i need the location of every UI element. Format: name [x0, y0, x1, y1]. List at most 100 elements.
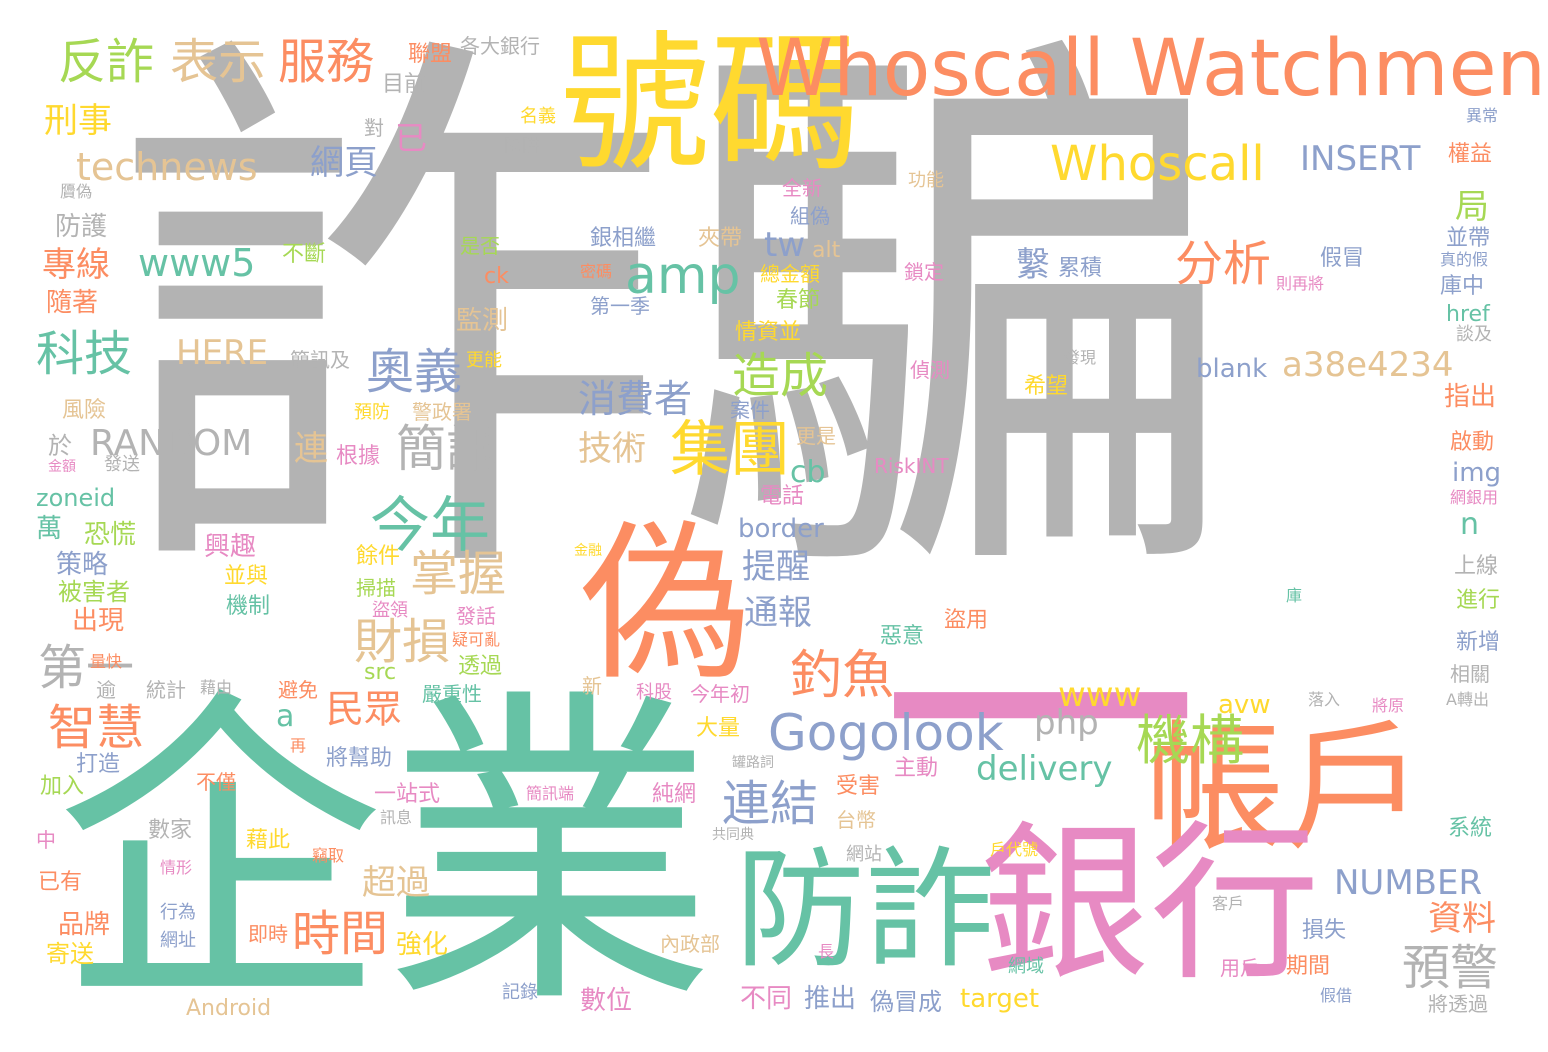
word-116-cjk: 盜用: [944, 608, 989, 633]
word-135-www: www: [1058, 675, 1142, 715]
word-58-cjk: 科技: [36, 326, 133, 382]
word-161-cjk: 訊息: [380, 808, 413, 827]
word-147-cjk: 大量: [696, 716, 741, 741]
word-104-cjk: 並與: [224, 564, 269, 589]
word-118-cjk: 財損: [354, 614, 451, 670]
word-84-cb: cb: [790, 455, 826, 490]
word-73-cjk: 消費者: [578, 377, 693, 421]
word-114-cjk: 通報: [744, 593, 812, 633]
word-62-cjk: 奧義: [366, 344, 463, 400]
word-15-cjk: 目前: [382, 72, 427, 97]
word-65-cjk: 造成: [732, 348, 829, 404]
word-193-cjk: 推出: [804, 984, 857, 1014]
word-56-href: href: [1446, 302, 1490, 327]
word-1-cjk: 企業: [55, 663, 715, 1047]
word-142-avw: avw: [1218, 690, 1271, 720]
word-60-here: HERE: [176, 333, 269, 373]
word-137-cjk: 將原: [1372, 696, 1405, 715]
word-80-cjk: 根據: [336, 444, 381, 469]
word-185-cjk: 長: [818, 942, 835, 961]
word-97-cjk: 恐慌: [84, 520, 137, 550]
word-86-cjk: 啟動: [1450, 430, 1495, 455]
word-176-cjk: 時間: [292, 906, 389, 962]
word-151-delivery: delivery: [976, 749, 1113, 789]
word-40-cjk: 是否: [460, 234, 500, 258]
word-103-cjk: 被害者: [58, 578, 130, 606]
word-189-cjk: 預警: [1402, 940, 1499, 996]
word-96-cjk: 萬: [36, 514, 63, 544]
word-191-cjk: 數位: [580, 986, 633, 1016]
word-162-cjk: 數家: [148, 818, 193, 843]
word-55-cjk: 第一季: [590, 294, 650, 318]
word-99-n: n: [1460, 507, 1480, 542]
word-165-cjk: 系統: [1448, 816, 1493, 841]
word-44-cjk: 累積: [1058, 256, 1103, 281]
word-17-cjk: 對: [364, 116, 384, 140]
word-130-cjk: 避免: [278, 678, 318, 702]
word-57-cjk: 監測: [456, 306, 509, 336]
word-36-alt: alt: [812, 238, 841, 263]
word-109-cjk: 上線: [1454, 554, 1499, 579]
word-93-cjk: 網銀用: [1450, 488, 1499, 507]
word-159-cjk: 連結: [722, 776, 819, 832]
word-149-cjk: 打造: [76, 752, 121, 777]
word-31-cjk: 全新: [782, 176, 822, 200]
word-92-img: img: [1452, 458, 1502, 488]
word-170-cjk: 戶代號: [990, 840, 1039, 859]
word-140-cjk: 民眾: [326, 687, 403, 731]
word-19-cjk: 異常: [1466, 106, 1499, 125]
word-98-cjk: 興趣: [204, 532, 257, 562]
word-54-cjk: 春節: [776, 288, 821, 313]
word-102-cjk: 策略: [56, 550, 109, 580]
word-128-cjk: 統計: [146, 678, 186, 702]
word-150-cjk: 罐路詞: [732, 755, 774, 771]
word-133-cjk: 科股: [636, 682, 672, 703]
word-171-cjk: 已有: [38, 870, 83, 895]
word-148-cjk: 機構: [1136, 709, 1244, 772]
word-68-blank: blank: [1196, 354, 1268, 384]
word-115-cjk: 惡意: [880, 624, 925, 649]
word-125-cjk: 釣魚: [790, 646, 895, 706]
word-163-cjk: 藉此: [246, 828, 291, 853]
word-2-cjk: 號碼: [560, 18, 861, 192]
word-85-riskint: RiskINT: [874, 454, 949, 478]
word-21-technews: technews: [76, 145, 258, 189]
word-110-cjk: 庫: [1286, 586, 1303, 605]
word-88-cjk: 發送: [104, 454, 140, 475]
word-82-cjk: 更是: [796, 424, 836, 448]
word-182-cjk: 內政部: [660, 932, 720, 956]
word-169-cjk: 網站: [846, 844, 882, 865]
word-43-cjk: 繫: [1016, 245, 1050, 285]
word-70-cjk: 風險: [62, 398, 107, 423]
word-198-android: Android: [186, 996, 272, 1021]
word-11-cjk: 表示: [170, 34, 267, 90]
word-173-number: NUMBER: [1334, 863, 1483, 903]
word-5-cjk: 一: [880, 534, 1200, 906]
word-107-cjk: 提醒: [742, 547, 810, 587]
word-22-cjk: 已: [395, 119, 428, 157]
word-27-cjk: 局: [1455, 187, 1489, 227]
word-7-cjk: 銀行: [980, 806, 1321, 1004]
word-45-cjk: 分析: [1175, 236, 1272, 292]
word-166-cjk: 中: [36, 828, 56, 852]
word-16-cjk: 刑事: [44, 101, 112, 141]
word-95-border: border: [738, 514, 824, 544]
word-89-cjk: 金額: [48, 459, 76, 475]
word-12-cjk: 服務: [278, 34, 375, 90]
word-190-cjk: 記錄: [502, 982, 538, 1003]
word-64-cjk: 情資並: [735, 320, 802, 345]
word-117-cjk: 進行: [1456, 588, 1501, 613]
word-158-cjk: 純網: [652, 782, 697, 807]
word-71-cjk: 預防: [354, 402, 390, 423]
word-152-cjk: 不僅: [196, 770, 236, 794]
word-132-cjk: 新: [582, 674, 602, 698]
word-145-cjk: 再: [290, 736, 307, 755]
word-138-a: A轉出: [1446, 690, 1489, 709]
word-24-cjk: 陷阱: [504, 136, 540, 157]
word-112-cjk: 盜領: [372, 600, 408, 621]
word-178-cjk: 資料: [1428, 899, 1496, 939]
word-49-cjk: 則再將: [1276, 274, 1325, 293]
word-136-cjk: 落入: [1308, 690, 1341, 709]
word-183-cjk: 損失: [1302, 918, 1347, 943]
word-126-cjk: 相關: [1450, 662, 1490, 686]
